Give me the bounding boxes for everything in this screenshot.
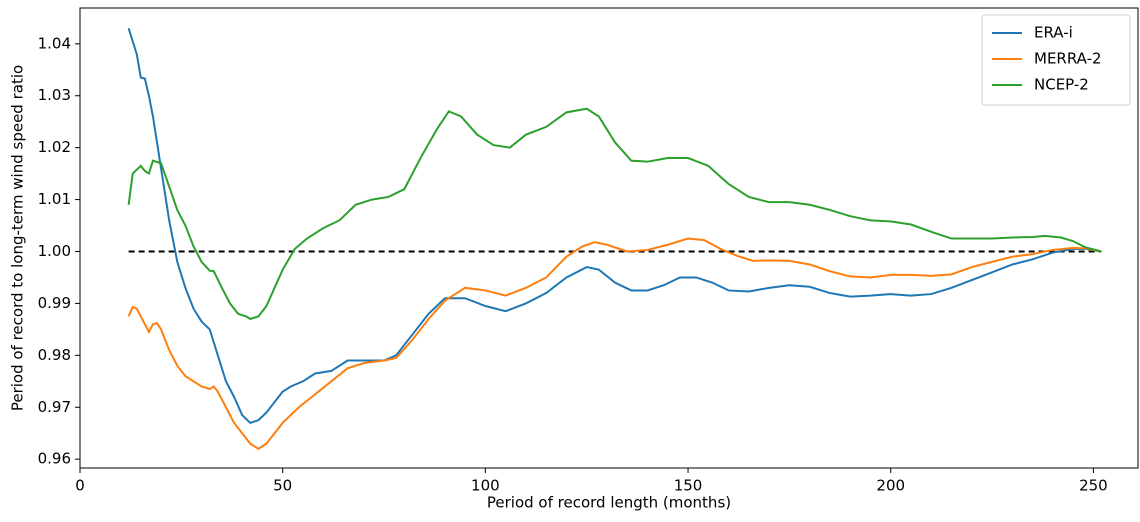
y-tick-label: 1.00 <box>38 242 71 260</box>
y-tick-label: 0.99 <box>38 294 71 312</box>
x-tick-label: 150 <box>674 477 703 495</box>
series-line <box>127 107 1102 321</box>
x-tick-label: 100 <box>471 477 500 495</box>
legend-label: MERRA-2 <box>1034 50 1102 68</box>
y-tick-label: 1.04 <box>38 34 71 52</box>
x-tick-label: 200 <box>876 477 905 495</box>
x-axis-label: Period of record length (months) <box>487 494 731 512</box>
y-tick-label: 1.01 <box>38 190 71 208</box>
x-tick-label: 50 <box>273 477 292 495</box>
y-tick-label: 0.97 <box>38 398 71 416</box>
y-tick-label: 1.02 <box>38 138 71 156</box>
legend-label: NCEP-2 <box>1034 76 1089 94</box>
x-tick-label: 250 <box>1079 477 1108 495</box>
y-tick-label: 0.98 <box>38 346 71 364</box>
series-line <box>127 237 1102 450</box>
plot-frame <box>79 7 1139 469</box>
legend-box <box>981 14 1131 106</box>
series-line <box>127 27 1102 424</box>
x-tick-label: 0 <box>75 477 85 495</box>
y-tick-label: 1.03 <box>38 86 71 104</box>
y-tick-label: 0.96 <box>38 450 71 468</box>
legend-label: ERA-i <box>1034 24 1073 42</box>
y-axis-label: Period of record to long-term wind speed… <box>9 65 27 411</box>
